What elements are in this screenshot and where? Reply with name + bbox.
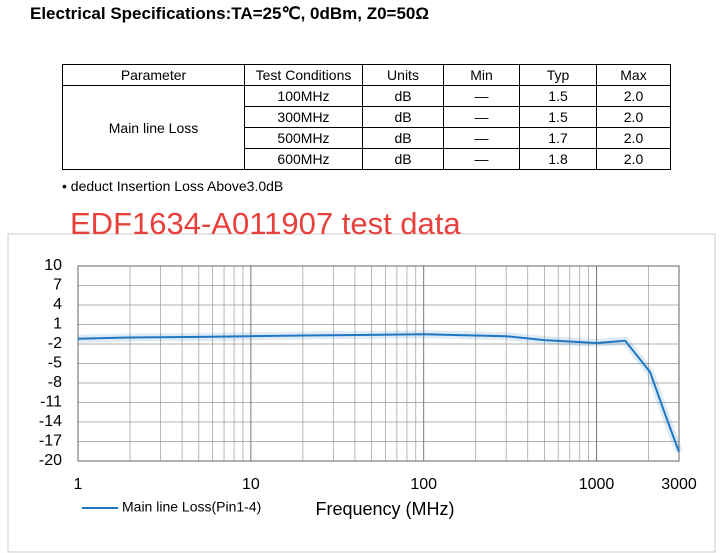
x-tick-label: 1000 xyxy=(579,476,615,493)
y-tick-label: 10 xyxy=(44,257,62,274)
y-tick-label: 7 xyxy=(53,277,62,294)
table-cell: — xyxy=(443,148,520,170)
y-tick-label: -11 xyxy=(40,394,62,411)
spec-table: Parameter Test Conditions Units Min Typ … xyxy=(62,64,671,170)
y-tick-label: 4 xyxy=(53,296,62,313)
header-cell: Max xyxy=(596,64,671,86)
header-cell: Test Conditions xyxy=(244,64,363,86)
x-tick-label: 1 xyxy=(74,476,83,493)
table-cell: 600MHz xyxy=(244,148,363,170)
table-row: 600MHz dB —1.8 2.0 xyxy=(63,148,671,170)
table-cell: 2.0 xyxy=(596,127,671,149)
parameter-cell: Main line Loss xyxy=(62,85,245,170)
table-row: 500MHz dB —1.7 2.0 xyxy=(63,127,671,149)
chart-frame xyxy=(7,233,716,553)
table-cell: — xyxy=(443,127,520,149)
y-tick-label: -8 xyxy=(48,374,62,391)
y-tick-label: -20 xyxy=(39,452,62,469)
table-row: Main line Loss 100MHz dB —1.5 2.0 xyxy=(62,85,671,170)
legend-label: Main line Loss(Pin1-4) xyxy=(122,499,261,515)
x-tick-label: 100 xyxy=(410,476,437,493)
chart-title: EDF1634-A011907 test data xyxy=(70,206,461,241)
x-axis-label: Frequency (MHz) xyxy=(315,499,454,519)
table-cell: 2.0 xyxy=(596,148,671,170)
table-body: Main line Loss 100MHz dB —1.5 2.0 300MHz dB —1.… xyxy=(62,85,671,170)
note: • deduct Insertion Loss Above3.0dB xyxy=(62,178,284,194)
table-cell: 2.0 xyxy=(596,106,671,128)
plot-frame xyxy=(77,265,680,462)
x-tick-label: 10 xyxy=(242,476,260,493)
table-cell: 1.7 xyxy=(519,127,597,149)
y-tick-label: -14 xyxy=(39,413,62,430)
x-tick-label: 3000 xyxy=(661,476,697,493)
y-tick-label: -5 xyxy=(48,355,62,372)
table-row: 300MHz dB —1.5 2.0 xyxy=(63,106,671,128)
page-title: Electrical Specifications:TA=25℃, 0dBm, … xyxy=(30,4,430,23)
table-cell: 1.8 xyxy=(519,148,597,170)
y-tick-label: -17 xyxy=(39,433,62,450)
y-tick-label: 1 xyxy=(53,316,62,333)
series-line xyxy=(77,333,680,453)
table-cell: 2.0 xyxy=(596,85,671,107)
y-tick-label: -2 xyxy=(48,335,62,352)
header-row: Parameter Test Conditions Units Min Typ … xyxy=(62,64,671,86)
